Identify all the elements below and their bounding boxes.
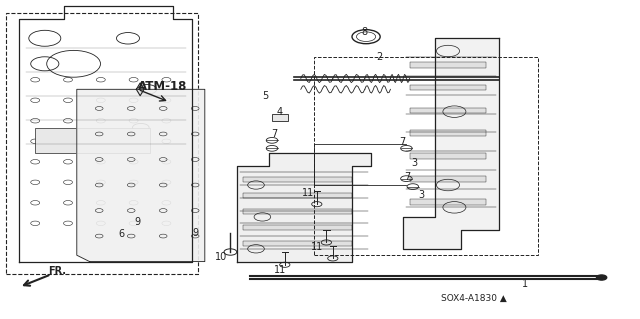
Bar bbox=[243, 225, 352, 230]
Text: SOX4-A1830 ▲: SOX4-A1830 ▲ bbox=[441, 294, 506, 303]
Text: 7: 7 bbox=[399, 137, 405, 147]
Circle shape bbox=[596, 275, 607, 280]
Bar bbox=[243, 193, 352, 198]
Text: ATM-18: ATM-18 bbox=[138, 80, 187, 93]
Bar bbox=[410, 176, 486, 182]
Text: 11: 11 bbox=[274, 264, 287, 275]
Polygon shape bbox=[77, 89, 205, 262]
Bar bbox=[410, 62, 486, 68]
Text: 3: 3 bbox=[412, 158, 418, 168]
Text: 9: 9 bbox=[134, 217, 141, 227]
Text: 7: 7 bbox=[271, 129, 277, 139]
Bar bbox=[410, 153, 486, 159]
Text: 4: 4 bbox=[276, 107, 283, 117]
Text: 11: 11 bbox=[302, 188, 315, 198]
Text: 11: 11 bbox=[310, 242, 323, 252]
Bar bbox=[314, 57, 538, 255]
Text: 3: 3 bbox=[419, 189, 425, 200]
Bar bbox=[243, 241, 352, 246]
Text: 10: 10 bbox=[214, 252, 227, 262]
Bar bbox=[410, 85, 486, 91]
Text: 8: 8 bbox=[361, 27, 367, 37]
Text: 5: 5 bbox=[262, 91, 269, 101]
Bar bbox=[6, 13, 198, 274]
Bar bbox=[410, 130, 486, 136]
Bar bbox=[243, 209, 352, 214]
Text: 7: 7 bbox=[404, 172, 410, 182]
Polygon shape bbox=[403, 38, 499, 249]
Text: 6: 6 bbox=[118, 229, 125, 240]
Bar bbox=[243, 177, 352, 182]
Bar bbox=[410, 199, 486, 205]
Bar bbox=[410, 108, 486, 113]
Bar bbox=[35, 128, 150, 153]
Text: 2: 2 bbox=[376, 52, 382, 63]
Bar bbox=[272, 114, 288, 121]
Text: 9: 9 bbox=[192, 228, 198, 238]
Polygon shape bbox=[237, 153, 371, 262]
Text: FR.: FR. bbox=[48, 266, 66, 276]
Text: 1: 1 bbox=[522, 279, 528, 289]
